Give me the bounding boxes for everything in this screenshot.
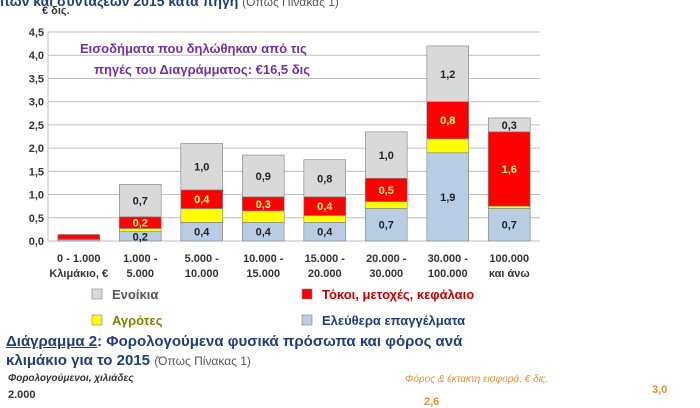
bar-segment [488, 206, 530, 208]
data-label: 0,4 [317, 201, 333, 213]
category-label: 0 - 1.000 [57, 253, 100, 265]
diagram2-right-axis-label: Φόρος & έκτακτη εισφορά, € δις. [405, 374, 549, 385]
legend-swatch [302, 315, 312, 325]
category-label: 10.000 - [243, 253, 284, 265]
annotation-line-1: Εισοδήματα που δηλώθηκαν από τις [80, 41, 307, 56]
y-tick-labels: 0,0 0,5 1,0 1,5 2,0 2,5 3,0 3,5 4,0 4,5 [29, 27, 44, 248]
legend-label: Αγρότες [112, 313, 163, 328]
data-label: 1,9 [440, 192, 455, 204]
data-label: 0,9 [256, 171, 271, 183]
y-tick-label: 3,0 [29, 97, 44, 109]
legend-label: Ελεύθερα επαγγέλματα [322, 313, 465, 328]
y-tick-label: 0,5 [29, 213, 44, 225]
data-label: 0,4 [194, 227, 210, 239]
data-label: 0,8 [440, 115, 455, 127]
category-labels: 0 - 1.000 Κλιμάκιο, € 1.000 - 5.000 5.000 - 1… [49, 253, 529, 280]
bar-segment [58, 234, 100, 239]
legend-swatch [92, 289, 102, 299]
category-label: 5.000 [126, 268, 154, 280]
y-tick-label: 4,5 [29, 27, 44, 39]
y-tick-label: 4,0 [29, 50, 44, 62]
y-tick-label: 2,0 [29, 143, 44, 155]
bar-segment [365, 202, 407, 209]
category-label: 20.000 [308, 268, 342, 280]
data-label: 0,4 [317, 227, 333, 239]
data-label: 1,0 [379, 150, 394, 162]
category-label: 5.000 - [185, 253, 220, 265]
category-label: 10.000 [185, 268, 219, 280]
diagram2-title: Διάγραμμα 2: Φορολογούμενα φυσικά πρόσωπ… [6, 333, 462, 350]
data-label: 0,2 [133, 231, 148, 243]
diagram2-left-top-tick: 2.000 [8, 389, 36, 401]
bar-segment [427, 139, 469, 153]
bar-segment [304, 215, 346, 222]
legend-label: Τόκοι, μετοχές, κεφάλαιο [322, 287, 474, 302]
data-label: 1,0 [194, 162, 209, 174]
category-label: 20.000 - [366, 253, 407, 265]
diagram2-subtitle-text: κλιμάκιο για το 2015 [6, 352, 150, 369]
data-label: 1,2 [440, 69, 455, 81]
category-label: 30.000 [369, 268, 403, 280]
data-label: 0,7 [502, 220, 517, 232]
category-label: 100.000 [428, 268, 468, 280]
category-label: 15.000 - [305, 253, 346, 265]
diagram2-title-rest: : Φορολογούμενα φυσικά πρόσωπα και φόρος… [97, 333, 462, 350]
diagram2-subtitle: κλιμάκιο για το 2015 (Όπως Πίνακας 1) [6, 352, 251, 369]
category-label: 100.000 [489, 253, 529, 265]
legend-swatch [92, 315, 102, 325]
category-label: 1.000 - [123, 253, 158, 265]
data-label: 0,2 [133, 218, 148, 230]
data-label: 1,6 [502, 164, 517, 176]
category-label: Κλιμάκιο, € [49, 268, 108, 280]
diagram2-subtitle-paren: (Όπως Πίνακας 1) [154, 354, 251, 368]
data-label: 0,3 [502, 120, 517, 132]
y-tick-label: 1,5 [29, 166, 44, 178]
category-label: 30.000 - [428, 253, 469, 265]
legend: Ενοίκια Τόκοι, μετοχές, κεφάλαιο Αγρότες Ελ… [92, 287, 474, 328]
data-label: 0,5 [379, 185, 394, 197]
annotation-line-2: πηγές του Διαγράμματος: €16,5 δις [94, 62, 310, 77]
legend-label: Ενοίκια [112, 287, 158, 302]
y-tick-label: 1,0 [29, 190, 44, 202]
unit-label: € δις. [42, 5, 70, 17]
legend-swatch [302, 289, 312, 299]
category-label: 15.000 [246, 268, 280, 280]
data-label: 0,8 [317, 173, 332, 185]
diagram2-peak-label: 2,6 [424, 396, 439, 408]
diagram2-right-top-tick: 3,0 [652, 384, 667, 396]
data-label: 0,7 [379, 220, 394, 232]
data-label: 0,4 [194, 194, 210, 206]
y-tick-label: 0,0 [29, 236, 44, 248]
y-tick-label: 2,5 [29, 120, 44, 132]
diagram2-title-number: Διάγραμμα 2 [6, 333, 97, 350]
category-label: και άνω [489, 268, 530, 280]
diagram2-left-axis-label: Φορολογούμενοι, χιλιάδες [8, 373, 134, 384]
bar-segment [242, 211, 284, 223]
data-label: 0,7 [133, 196, 148, 208]
y-tick-label: 3,5 [29, 73, 44, 85]
data-label: 0,3 [256, 199, 271, 211]
bar-segment [181, 208, 223, 222]
data-label: 0,4 [256, 227, 272, 239]
